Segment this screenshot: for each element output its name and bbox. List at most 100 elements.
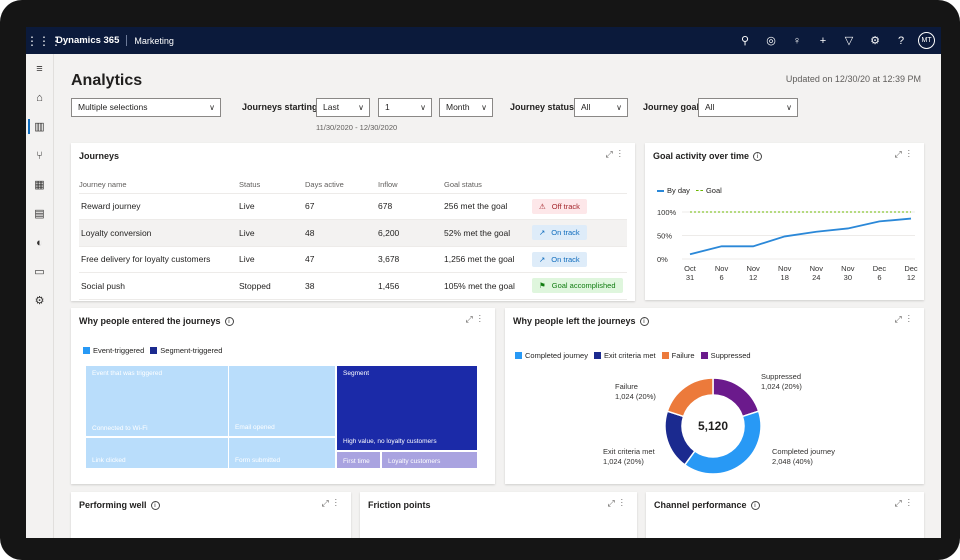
performing-card: Performing well i ⤢⋮ xyxy=(71,492,351,538)
treemap-cell[interactable]: Event that was triggered xyxy=(86,366,228,436)
card-actions[interactable]: ⤢⋮ xyxy=(608,498,629,509)
avatar[interactable]: MT xyxy=(918,32,935,49)
column-header[interactable]: Goal status xyxy=(444,176,532,194)
status-badge: ↗ On track xyxy=(532,251,587,267)
starting-mode-dropdown[interactable]: Last ∨ xyxy=(316,98,370,117)
expand-icon[interactable]: ⤢ xyxy=(894,149,908,159)
card-actions[interactable]: ⤢⋮ xyxy=(466,314,487,325)
more-icon[interactable]: ⋮ xyxy=(620,498,629,508)
slice-value: 1,024 (20%) xyxy=(615,392,656,401)
journeys-starting-label: Journeys starting xyxy=(242,102,318,112)
more-icon[interactable]: ⋮ xyxy=(618,149,627,159)
donut-slice[interactable] xyxy=(712,377,760,418)
journey-status-dropdown[interactable]: All ∨ xyxy=(574,98,628,117)
y-tick-label: 0% xyxy=(657,255,668,264)
map-icon[interactable]: ▭ xyxy=(34,266,45,278)
info-icon[interactable]: i xyxy=(750,501,760,510)
table-row[interactable]: Reward journey Live 67 678 256 met the goal ⚠… xyxy=(79,193,627,220)
column-header[interactable]: Journey name xyxy=(79,176,239,194)
journeys-icon[interactable]: ⑂ xyxy=(36,149,43,162)
slice-label-exit: Exit criteria met 1,024 (20%) xyxy=(603,447,655,467)
expand-icon[interactable]: ⤢ xyxy=(321,498,335,508)
analytics-icon[interactable]: ▥ xyxy=(26,112,53,141)
treemap-cell[interactable]: Link clicked xyxy=(86,438,228,468)
chevron-down-icon: ∨ xyxy=(481,103,487,112)
treemap-cell[interactable]: Segment xyxy=(337,366,477,450)
dropdown-value: 1 xyxy=(385,102,390,112)
card-actions[interactable]: ⤢⋮ xyxy=(895,314,916,325)
plus-icon[interactable]: + xyxy=(819,34,827,47)
expand-icon[interactable]: ⤢ xyxy=(894,498,908,508)
column-header[interactable]: Inflow xyxy=(378,176,444,194)
table-cell-days: 47 xyxy=(305,246,378,273)
journeys-table: Journey name Status Days active Inflow G… xyxy=(79,176,627,300)
slice-value: 2,048 (40%) xyxy=(772,457,813,466)
slice-label-suppressed: Suppressed 1,024 (20%) xyxy=(761,372,802,392)
left-card: Why people left the journeys i ⤢⋮ Complet… xyxy=(505,308,924,484)
card-title: Goal activity over time i xyxy=(653,151,763,161)
top-bar: ⋮⋮⋮ Dynamics 365 Marketing ⚲ ◎ ♀ + ▽ ⚙ ?… xyxy=(26,27,941,54)
table-row[interactable]: Loyalty conversion Live 48 6,200 52% met the… xyxy=(79,219,627,247)
info-icon[interactable]: i xyxy=(639,317,649,326)
treemap-cell[interactable]: High value, no loyalty customers xyxy=(343,438,437,445)
legend-swatch xyxy=(657,189,664,192)
card-title: Performing well i xyxy=(79,500,160,510)
filter-icon[interactable]: ▽ xyxy=(844,35,854,47)
journey-goal-dropdown[interactable]: All ∨ xyxy=(698,98,798,117)
globe-icon[interactable]: ◐ xyxy=(36,236,43,249)
settings-icon[interactable]: ⚙ xyxy=(870,35,880,47)
starting-count-dropdown[interactable]: 1 ∨ xyxy=(378,98,432,117)
help-icon[interactable]: ? xyxy=(897,34,905,47)
home-icon[interactable]: ⌂ xyxy=(36,91,43,104)
legend-item: Completed journey xyxy=(515,351,588,360)
treemap-cell[interactable]: Loyalty customers xyxy=(382,452,477,468)
journeys-card: Journeys ⤢⋮ Journey name Status Days act… xyxy=(71,143,635,301)
expand-icon[interactable]: ⤢ xyxy=(894,314,908,324)
table-row[interactable]: Social push Stopped 38 1,456 105% met the go… xyxy=(79,272,627,300)
treemap-cell[interactable]: Form submitted xyxy=(229,438,335,468)
goal-line-chart: 0% 50% 100% Oct 31 Nov 6 Nov 12 Nov 18 Nov 24 Nov 30 De… xyxy=(657,208,918,282)
info-icon[interactable]: i xyxy=(150,501,160,510)
info-icon[interactable]: i xyxy=(224,317,234,326)
more-icon[interactable]: ⋮ xyxy=(334,498,343,508)
lightbulb-icon[interactable]: ♀ xyxy=(792,34,802,47)
info-icon[interactable]: i xyxy=(753,152,763,161)
expand-icon[interactable]: ⤢ xyxy=(465,314,479,324)
legend-label: Exit criteria met xyxy=(603,351,656,360)
legend-swatch xyxy=(83,347,90,354)
multi-select-dropdown[interactable]: Multiple selections ∨ xyxy=(71,98,221,117)
table-row[interactable]: Free delivery for loyalty customers Live 4… xyxy=(79,246,627,273)
grid-icon[interactable]: ▦ xyxy=(34,179,45,191)
status-badge: ↗ On track xyxy=(532,225,587,241)
more-icon[interactable]: ⋮ xyxy=(907,314,916,324)
table-cell-badge: ↗ On track xyxy=(532,219,627,247)
expand-icon[interactable]: ⤢ xyxy=(607,498,621,508)
column-header[interactable]: Days active xyxy=(305,176,378,194)
menu-icon[interactable]: ≡ xyxy=(36,62,43,75)
more-icon[interactable]: ⋮ xyxy=(478,314,487,324)
more-icon[interactable]: ⋮ xyxy=(907,149,916,159)
donut-slice[interactable] xyxy=(664,410,696,466)
card-actions[interactable]: ⤢⋮ xyxy=(606,149,627,160)
search-icon[interactable]: ⚲ xyxy=(740,35,750,47)
treemap-cell[interactable]: Connected to Wi-Fi xyxy=(92,425,148,432)
treemap-cell[interactable]: Email opened xyxy=(229,366,335,436)
card-actions[interactable]: ⤢⋮ xyxy=(895,149,916,160)
donut-slice[interactable] xyxy=(666,377,714,418)
card-actions[interactable]: ⤢⋮ xyxy=(322,498,343,509)
legend-label: Completed journey xyxy=(525,351,588,360)
starting-unit-dropdown[interactable]: Month ∨ xyxy=(439,98,493,117)
more-icon[interactable]: ⋮ xyxy=(907,498,916,508)
treemap-cell[interactable]: First time xyxy=(337,452,380,468)
app-launcher-icon[interactable]: ⋮⋮⋮ xyxy=(26,33,62,48)
gear-icon[interactable]: ⚙ xyxy=(34,295,45,307)
column-header[interactable]: Status xyxy=(239,176,305,194)
app-name[interactable]: Dynamics 365 xyxy=(56,35,128,46)
chevron-down-icon: ∨ xyxy=(420,103,426,112)
inbox-icon[interactable]: ▤ xyxy=(34,208,45,220)
expand-icon[interactable]: ⤢ xyxy=(605,149,619,159)
target-icon[interactable]: ◎ xyxy=(766,35,776,47)
badge-icon: ↗ xyxy=(539,254,546,264)
card-actions[interactable]: ⤢⋮ xyxy=(895,498,916,509)
